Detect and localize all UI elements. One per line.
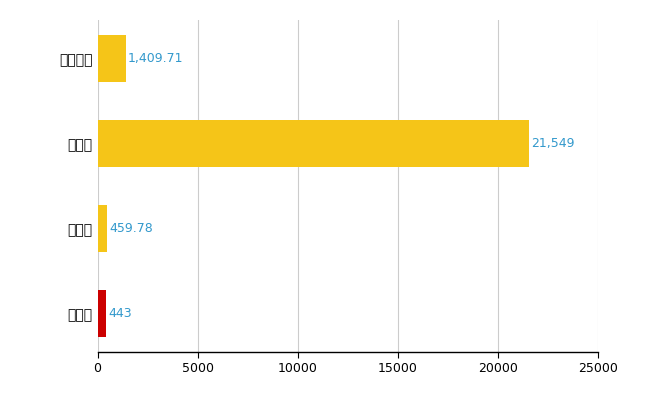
Bar	[98, 205, 107, 252]
Text: 459.78: 459.78	[109, 222, 153, 235]
Text: 21,549: 21,549	[531, 137, 575, 150]
Text: 1,409.71: 1,409.71	[128, 52, 183, 65]
Bar	[98, 35, 125, 82]
Bar	[98, 290, 107, 337]
Bar	[98, 120, 529, 167]
Text: 443: 443	[109, 307, 133, 320]
